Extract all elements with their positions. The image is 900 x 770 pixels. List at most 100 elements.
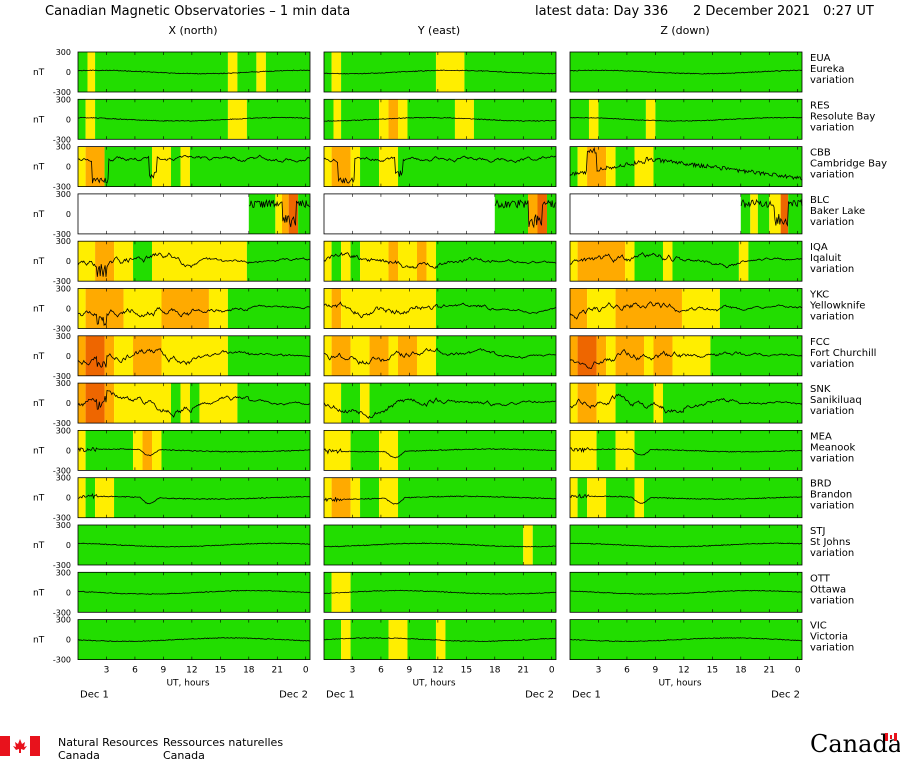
activity-band-storm [85,288,124,329]
trace-fcc-z [569,348,803,370]
x-tick-label: 0 [795,666,801,676]
panel-frame [77,98,311,140]
station-sub: variation [810,548,854,559]
y-tick-label: -300 [53,135,71,144]
activity-band-quiet [170,383,181,424]
activity-band-active [596,383,616,424]
y-tick-label: 0 [66,68,71,77]
activity-band-active [570,477,578,518]
activity-band-active [388,335,399,376]
activity-band-active [87,52,96,92]
x-tick-label: 0 [303,666,309,676]
activity-band-active [152,146,171,187]
activity-band-major [780,193,789,234]
trace-ykc-x [77,304,311,327]
y-tick-label: -300 [53,466,71,475]
panel-frame [323,51,557,93]
panel-frame [323,146,557,188]
activity-band-storm [528,193,538,234]
y-tick-label: 300 [56,426,71,435]
activity-band-storm [653,335,673,376]
station-name: Fort Churchill [810,348,876,359]
activity-band-active [78,288,86,329]
activity-band-quiet [596,430,616,471]
y-tick-label: 300 [56,237,71,246]
y-tick-label: -300 [53,230,71,239]
activity-band-active [180,146,190,187]
station-name: Sanikiluaq [810,395,862,406]
activity-band-quiet [398,430,556,471]
activity-band-quiet [407,99,455,140]
station-code: RES [810,100,830,111]
y-unit-label: nT [33,257,45,267]
activity-band-active [341,619,351,660]
activity-band-quiet [570,146,578,187]
activity-band-active [769,193,781,234]
y-unit-label: nT [33,446,45,456]
trace-brd-x [77,492,311,505]
trace-brd-y [323,495,557,505]
trace-vic-x [77,637,311,643]
station-name: St Johns [810,537,850,548]
activity-band-active [587,477,607,518]
agency-name-fr-line1: Ressources naturelles [163,736,284,749]
station-sub: variation [810,359,854,370]
activity-band-major [577,335,597,376]
station-code: CBB [810,148,831,159]
activity-band-active [350,335,370,376]
activity-band-quiet [653,146,802,187]
station-sub: variation [810,217,854,228]
activity-band-active [123,288,162,329]
activity-band-active [435,52,465,92]
activity-band-quiet [719,288,802,329]
activity-band-quiet [615,146,635,187]
column-title-z: Z (down) [660,24,710,37]
activity-band-quiet [265,52,310,92]
panel-frame [323,193,557,235]
activity-band-quiet [350,619,389,660]
y-tick-label: 300 [56,95,71,104]
y-tick-label: 300 [56,285,71,294]
trace-mea-x [77,447,311,457]
activity-band-active [95,477,115,518]
activity-band-active [360,383,370,424]
panel-frame [569,477,803,519]
panel-frame [323,335,557,377]
trace-ykc-z [569,301,803,320]
activity-band-quiet [445,619,556,660]
activity-band-active [379,477,399,518]
trace-cbb-z [569,146,803,181]
panel-frame [77,146,311,188]
x-tick-label: 6 [624,666,630,676]
activity-band-active [634,477,645,518]
panel-frame [323,619,557,660]
activity-band-major [85,335,105,376]
y-tick-label: 0 [66,352,71,361]
activity-band-quiet [189,146,310,187]
trace-ott-x [78,589,311,595]
y-tick-label: 300 [56,143,71,152]
activity-band-quiet [473,99,556,140]
activity-band-active [78,241,96,282]
x-tick-label: 12 [432,666,443,676]
activity-band-storm [142,430,153,471]
activity-band-active [152,430,162,471]
trace-eua-z [569,69,803,75]
panel-frame [569,98,803,140]
agency-name-en-line1: Natural Resources [58,736,159,749]
activity-band-quiet [324,525,524,565]
y-tick-label: 300 [56,521,71,530]
activity-band-storm [133,335,162,376]
activity-band-active [350,146,361,187]
trace-snk-y [323,397,556,419]
activity-band-quiet [246,99,310,140]
panel-frame [77,240,311,282]
y-tick-label: 300 [56,48,71,57]
activity-band-active [662,241,673,282]
latest-data-time: 0:27 UT [823,4,874,19]
x-day-end-label: Dec 2 [771,690,800,701]
activity-band-storm [570,335,578,376]
station-name: Victoria [810,632,848,643]
y-unit-label: nT [33,115,45,125]
